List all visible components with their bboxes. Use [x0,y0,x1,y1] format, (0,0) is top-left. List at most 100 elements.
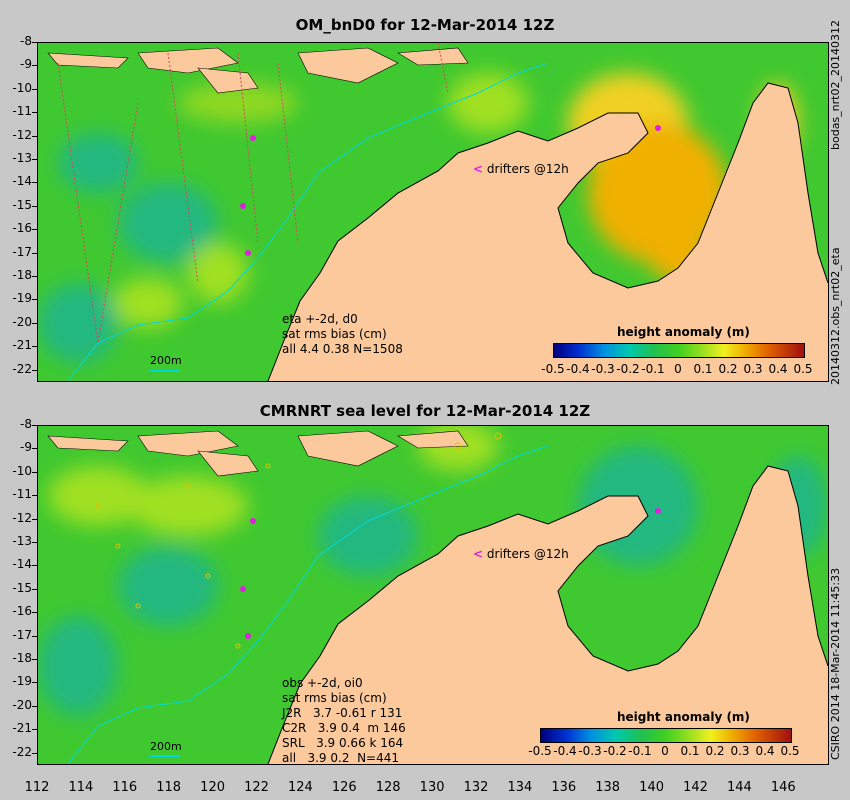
bottom-scale-line [150,755,180,757]
colorbar-tick: 0.1 [680,744,700,758]
latitude-tick [32,635,37,637]
latitude-tick-label: -11 [12,104,32,119]
latitude-tick-label: -14 [12,174,32,189]
bottom-colorbar [540,728,792,743]
colorbar-tick: -0.2 [616,362,640,376]
latitude-tick [32,42,37,43]
latitude-tick-label: -12 [12,127,32,142]
longitude-tick-label: 140 [639,780,664,795]
latitude-tick [32,65,37,67]
top-colorbar-ticks: -0.5 -0.4 -0.3 -0.2 -0.1 0 0.1 0.2 0.3 0… [541,362,812,376]
colorbar-tick: -0.2 [603,744,627,758]
latitude-tick-label: -19 [12,674,32,689]
colorbar-tick: 0.4 [755,744,775,758]
top-map-canvas [38,43,828,381]
top-drifters-legend: < drifters @12h [473,162,569,176]
latitude-tick [32,159,37,160]
longitude-tick-label: 122 [244,780,269,795]
colorbar-tick: -0.5 [541,362,565,376]
bottom-annotation-line: J2R 3.7 -0.61 r 131 [282,706,403,720]
latitude-tick-label: -10 [12,80,32,95]
drifter-marker-icon: < [473,162,484,176]
colorbar-tick: -0.4 [553,744,577,758]
latitude-tick [32,182,37,184]
top-map-panel[interactable] [37,42,829,382]
bottom-map-panel[interactable] [37,425,829,765]
latitude-tick [32,518,37,520]
top-annotation-line: eta +-2d, d0 [282,312,358,326]
latitude-tick-label: -8 [20,417,32,431]
latitude-tick-label: -16 [12,604,32,619]
colorbar-tick: -0.4 [566,362,590,376]
bottom-annotation-line: C2R 3.9 0.4 m 146 [282,721,406,735]
colorbar-tick: -0.5 [528,744,552,758]
bottom-drifters-label: drifters @12h [486,547,569,561]
top-scale-label: 200m [150,354,182,367]
bottom-annotation-line: SRL 3.9 0.66 k 164 [282,736,404,750]
top-annotation-line: sat rms bias (cm) [282,327,387,341]
latitude-tick [32,471,37,473]
latitude-tick [32,705,37,707]
latitude-tick-label: -13 [12,151,32,165]
top-map-title: OM_bnD0 for 12-Mar-2014 12Z [295,16,555,34]
colorbar-tick: 0.3 [730,744,750,758]
colorbar-tick: 0.5 [793,362,813,376]
longitude-tick-label: 138 [595,780,621,795]
latitude-tick [32,88,37,90]
longitude-tick-label: 120 [200,780,225,795]
latitude-tick-label: -12 [12,510,32,525]
bottom-annotation-line: all 3.9 0.2 N=441 [282,751,400,765]
latitude-tick [32,752,37,754]
latitude-tick-label: -17 [12,244,32,259]
latitude-tick [32,276,37,277]
latitude-tick [32,252,37,254]
latitude-tick-label: -8 [20,34,32,48]
latitude-tick-label: -21 [12,721,32,736]
latitude-tick [32,565,37,567]
latitude-tick-label: -17 [12,627,32,642]
top-scale-line [150,370,180,372]
latitude-tick-label: -19 [12,291,32,306]
top-colorbar-title: height anomaly (m) [617,325,750,339]
bottom-annotation-line: obs +-2d, oi0 [282,676,363,690]
latitude-tick-label: -11 [12,487,32,502]
top-annotation-line: all 4.4 0.38 N=1508 [282,342,403,356]
longitude-tick-label: 134 [507,780,533,795]
latitude-tick-label: -15 [12,580,32,595]
latitude-tick-label: -21 [12,338,32,353]
bottom-drifters-legend: < drifters @12h [473,547,569,561]
colorbar-tick: 0.5 [780,744,800,758]
colorbar-tick: 0.3 [743,362,763,376]
longitude-tick-label: 124 [287,780,313,795]
latitude-tick-label: -18 [12,268,32,282]
colorbar-tick: 0.1 [693,362,713,376]
longitude-tick-label: 116 [112,780,138,795]
drifter-marker-icon: < [473,547,484,561]
top-right-label-2: 20140312.obs_nrt02_eta [829,247,842,385]
bottom-annotation-line: sat rms bias (cm) [282,691,387,705]
latitude-tick [32,205,37,207]
latitude-tick [32,542,37,543]
longitude-tick-label: 136 [551,780,577,795]
latitude-tick [32,425,37,426]
bottom-annotation: obs +-2d, oi0 sat rms bias (cm) J2R 3.7 … [282,676,406,766]
latitude-tick [32,299,37,301]
latitude-tick [32,659,37,660]
bottom-colorbar-ticks: -0.5 -0.4 -0.3 -0.2 -0.1 0 0.1 0.2 0.3 0… [528,744,799,758]
bottom-map-title: CMRNRT sea level for 12-Mar-2014 12Z [259,402,591,420]
latitude-tick-label: -20 [12,314,32,329]
colorbar-tick: 0.2 [705,744,725,758]
colorbar-tick: -0.1 [641,362,665,376]
latitude-tick-label: -20 [12,697,32,712]
colorbar-tick: 0.2 [718,362,738,376]
longitude-tick-label: 144 [726,780,752,795]
bottom-right-label: CSIRO 2014 18-Mar-2014 11:45:33 [829,567,842,760]
colorbar-tick: -0.3 [591,362,615,376]
latitude-tick [32,588,37,590]
longitude-tick-label: 142 [683,780,708,795]
latitude-tick [32,322,37,324]
longitude-tick-label: 146 [770,780,796,795]
latitude-tick-label: -18 [12,651,32,665]
latitude-tick [32,729,37,731]
top-colorbar [553,343,805,358]
